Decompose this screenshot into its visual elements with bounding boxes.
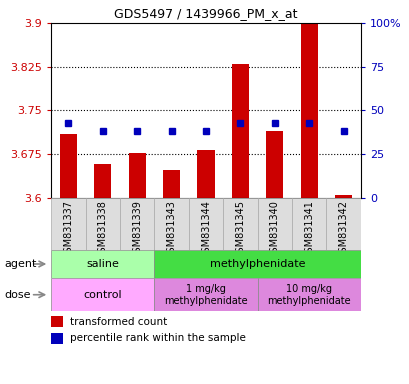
Text: GSM831340: GSM831340 (269, 200, 279, 259)
Bar (197, 150, 214, 198)
Text: methylphenidate: methylphenidate (209, 259, 305, 269)
Bar (222, 198, 257, 250)
Bar (51, 198, 85, 250)
Bar (85, 198, 120, 250)
Bar (51, 316, 63, 328)
Bar (265, 131, 283, 198)
Bar (154, 278, 257, 311)
Text: GSM831342: GSM831342 (338, 200, 348, 259)
Bar (291, 198, 326, 250)
Bar (326, 198, 360, 250)
Bar (94, 164, 111, 198)
Text: saline: saline (86, 259, 119, 269)
Bar (257, 198, 291, 250)
Text: GSM831345: GSM831345 (235, 200, 245, 259)
Text: GSM831337: GSM831337 (63, 200, 73, 259)
Title: GDS5497 / 1439966_PM_x_at: GDS5497 / 1439966_PM_x_at (114, 7, 297, 20)
Bar (60, 134, 77, 198)
Text: 10 mg/kg
methylphenidate: 10 mg/kg methylphenidate (267, 284, 350, 306)
Text: GSM831343: GSM831343 (166, 200, 176, 259)
Bar (334, 195, 351, 198)
Bar (51, 333, 63, 344)
Bar (51, 250, 154, 278)
Bar (128, 153, 146, 198)
Text: GSM831339: GSM831339 (132, 200, 142, 259)
Text: GSM831344: GSM831344 (200, 200, 211, 259)
Bar (163, 170, 180, 198)
Text: dose: dose (4, 290, 31, 300)
Bar (300, 23, 317, 198)
Bar (120, 198, 154, 250)
Text: percentile rank within the sample: percentile rank within the sample (70, 333, 245, 343)
Text: GSM831338: GSM831338 (98, 200, 108, 259)
Text: agent: agent (4, 259, 36, 269)
Text: GSM831341: GSM831341 (303, 200, 313, 259)
Text: control: control (83, 290, 122, 300)
Bar (257, 278, 360, 311)
Bar (154, 250, 360, 278)
Bar (154, 198, 189, 250)
Text: 1 mg/kg
methylphenidate: 1 mg/kg methylphenidate (164, 284, 247, 306)
Bar (51, 278, 154, 311)
Text: transformed count: transformed count (70, 316, 166, 327)
Bar (231, 64, 248, 198)
Bar (189, 198, 222, 250)
